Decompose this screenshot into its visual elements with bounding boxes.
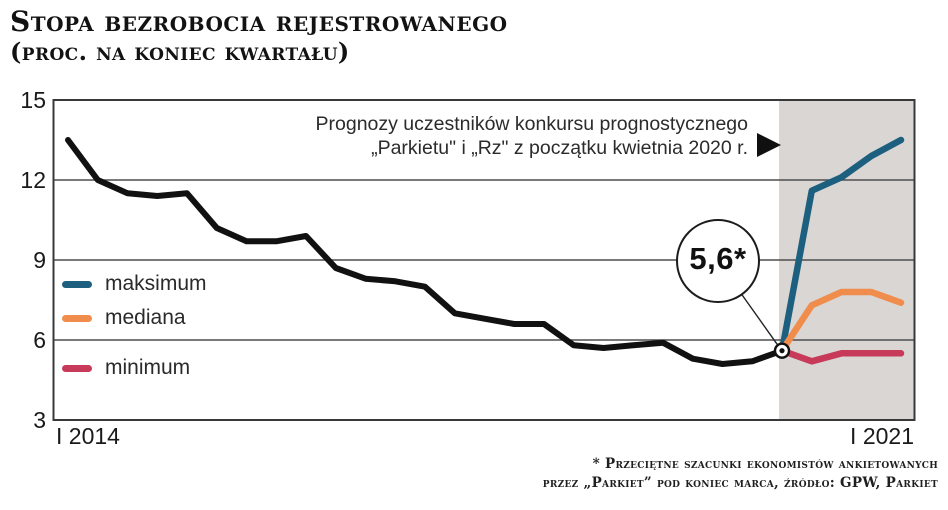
y-axis-tick-label: 3 bbox=[33, 407, 46, 433]
chart-series-layer bbox=[65, 136, 905, 367]
y-axis-tick-label: 6 bbox=[33, 327, 46, 353]
legend-label-mediana: mediana bbox=[105, 306, 186, 329]
callout-bubble: 5,6* bbox=[676, 219, 760, 303]
footnote: * Przeciętne szacunki ekonomistów ankiet… bbox=[543, 455, 938, 493]
footnote-line2: przez „Parkiet” pod koniec marca, źródło… bbox=[542, 475, 938, 491]
y-axis-tick-label: 9 bbox=[33, 247, 46, 273]
forecast-annotation-line2: „Parkietu" i „Rz" z początku kwietnia 20… bbox=[371, 137, 748, 159]
page-title: Stopa bezrobocia rejestrowanego bbox=[10, 5, 508, 38]
legend-swatch-maksimum bbox=[62, 280, 92, 288]
legend-label-maksimum: maksimum bbox=[105, 272, 207, 295]
forecast-annotation: Prognozy uczestników konkursu prognostyc… bbox=[316, 112, 749, 160]
x-axis-tick-label-start: I 2014 bbox=[56, 423, 120, 449]
legend-item-minimum: minimum bbox=[62, 356, 190, 380]
plot-border bbox=[52, 99, 916, 421]
y-axis: 3 6 9 12 15 bbox=[0, 0, 46, 510]
series-line-actual bbox=[65, 137, 785, 367]
x-axis-tick-label-end: I 2021 bbox=[850, 423, 914, 449]
y-axis-tick-label: 15 bbox=[20, 87, 46, 113]
legend-swatch-minimum bbox=[62, 364, 92, 372]
title-block: Stopa bezrobocia rejestrowanego (proc. n… bbox=[10, 6, 508, 66]
legend-item-maksimum: maksimum bbox=[62, 272, 207, 296]
forecast-annotation-line1: Prognozy uczestników konkursu prognostyc… bbox=[315, 113, 749, 135]
forecast-start-marker-dot bbox=[779, 348, 785, 354]
legend-swatch-mediana bbox=[62, 314, 92, 322]
page-subtitle: (proc. na koniec kwartału) bbox=[10, 37, 350, 66]
callout-leader-line bbox=[739, 291, 782, 351]
series-line-mediana bbox=[778, 288, 905, 354]
callout-value: 5,6* bbox=[689, 241, 747, 276]
legend-item-mediana: mediana bbox=[62, 306, 186, 330]
footnote-line1: * Przeciętne szacunki ekonomistów ankiet… bbox=[592, 456, 938, 472]
series-line-minimum bbox=[778, 347, 905, 365]
legend-label-minimum: minimum bbox=[105, 356, 191, 379]
arrow-right-icon bbox=[757, 133, 781, 157]
y-axis-tick-label: 12 bbox=[20, 167, 46, 193]
series-line-maksimum bbox=[778, 136, 905, 354]
